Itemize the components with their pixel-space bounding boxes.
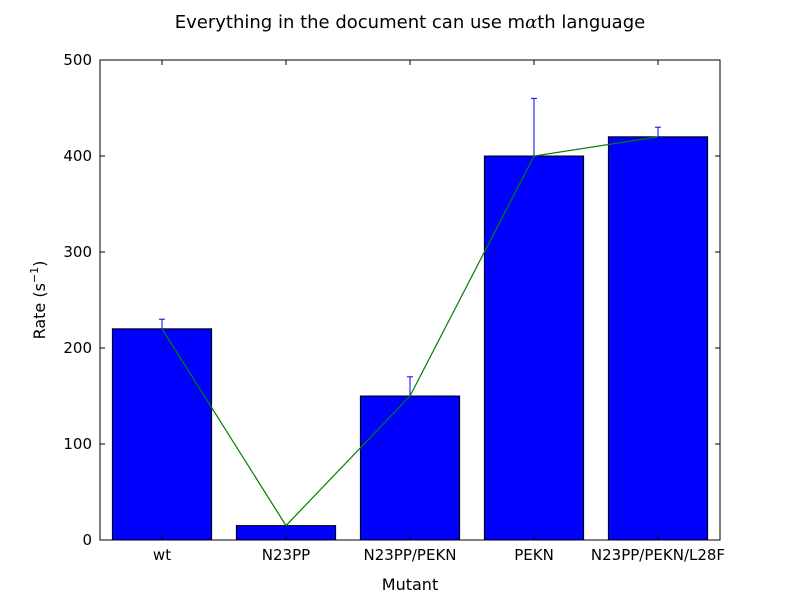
x-tick-label-4: N23PP/PEKN/L28F (591, 546, 725, 564)
chart-title-start: Everything in the document can use m (175, 12, 525, 33)
chart-title-end: th language (537, 12, 645, 33)
x-axis: wt N23PP N23PP/PEKN PEKN N23PP/PEKN/L28F (153, 60, 725, 564)
series-line-group (161, 136, 659, 527)
bar-2 (359, 395, 461, 541)
y-tick-label-2: 200 (63, 339, 92, 357)
x-tick-label-1: N23PP (262, 546, 310, 564)
y-tick-label-1: 100 (63, 435, 92, 453)
y-tick-label-5: 500 (63, 51, 92, 69)
x-tick-label-2: N23PP/PEKN (363, 546, 456, 564)
chart-title: Everything in the document can use mαth … (175, 12, 645, 33)
x-tick-label-0: wt (153, 546, 171, 564)
y-tick-label-4: 400 (63, 147, 92, 165)
y-axis-label-close: ) (30, 261, 49, 267)
y-axis: 0 100 200 300 400 500 (63, 51, 720, 549)
y-axis-label-sup: −1 (28, 267, 41, 283)
y-axis-label: Rate (s−1) (28, 261, 49, 340)
x-tick-label-3: PEKN (514, 546, 554, 564)
error-bars (159, 97, 661, 396)
y-axis-label-main: Rate (s (30, 283, 49, 339)
bar-4 (607, 136, 709, 541)
series-line (161, 136, 659, 527)
y-tick-label-0: 0 (82, 531, 92, 549)
x-axis-label: Mutant (382, 575, 438, 594)
bar-3 (483, 155, 585, 541)
chart-title-alpha: α (525, 12, 537, 33)
y-tick-label-3: 300 (63, 243, 92, 261)
bar-0 (111, 328, 213, 541)
